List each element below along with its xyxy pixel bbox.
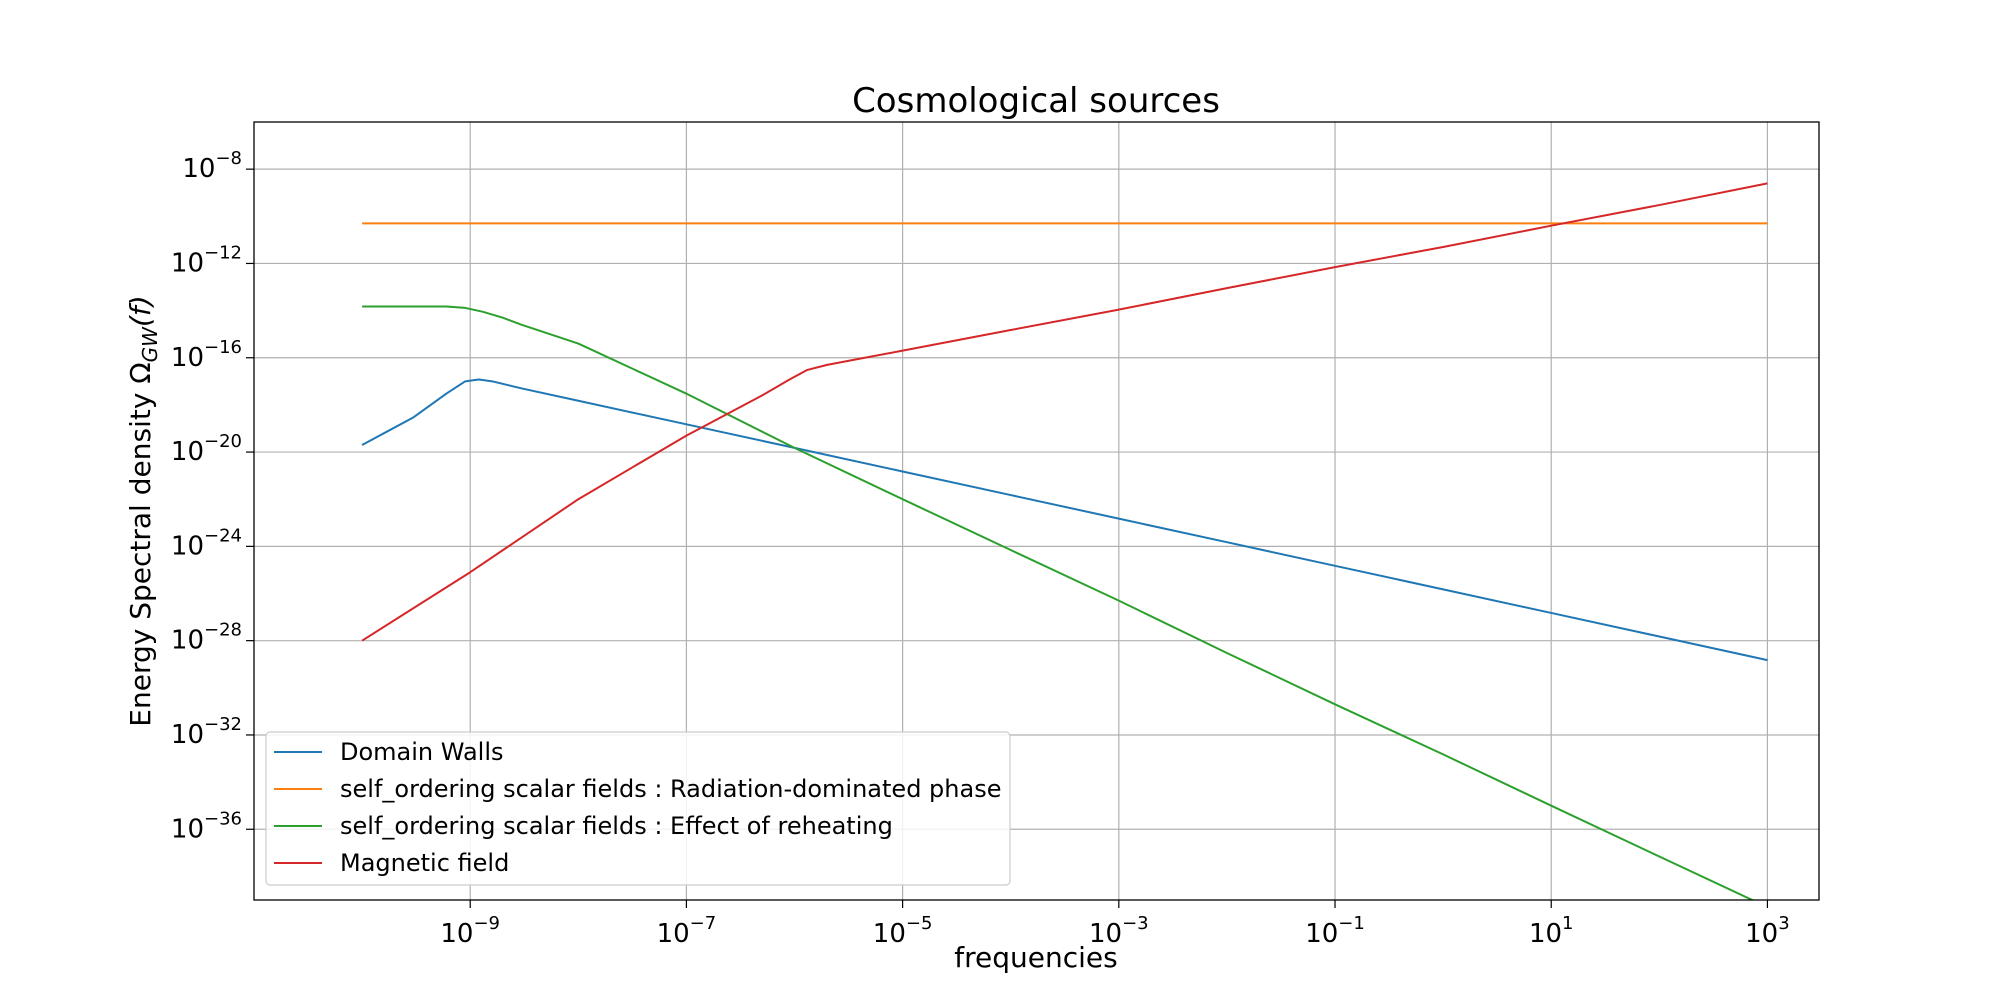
legend: Domain Walls self_ordering scalar fields …	[265, 731, 1011, 886]
x-tick-label: 101	[1529, 913, 1574, 949]
series-layer	[361, 182, 1768, 900]
y-tick-label: 10−36	[171, 808, 242, 844]
legend-label: self_ordering scalar fields : Radiation-…	[340, 775, 1001, 803]
chart-title: Cosmological sources	[852, 81, 1220, 121]
y-tick-label: 10−16	[171, 337, 242, 373]
grid	[254, 122, 1819, 900]
legend-label: self_ordering scalar fields : Effect of …	[340, 812, 893, 840]
x-tick-label: 10−1	[1305, 913, 1365, 949]
x-tick-label: 103	[1745, 913, 1790, 949]
y-axis-label: Energy Spectral density ΩGW(f)	[124, 295, 162, 726]
y-tick-label: 10−32	[171, 714, 242, 750]
ticks: 10−9 10−7 10−5 10−3 10−1 101 103 10−8 10−12 10−16…	[171, 148, 1790, 949]
series-line-magnetic-field	[361, 182, 1768, 642]
series-line-self-ordering-scalar-fields-effect-of-reheating	[362, 305, 1755, 900]
y-tick-label: 10−24	[171, 525, 242, 561]
y-tick-label: 10−12	[171, 242, 242, 278]
plot-frame	[253, 121, 1820, 901]
x-tick-label: 10−5	[873, 913, 933, 949]
y-tick-label: 10−28	[171, 620, 242, 656]
x-tick-label: 10−3	[1089, 913, 1149, 949]
x-tick-label: 10−7	[657, 913, 717, 949]
y-tick-label: 10−8	[182, 148, 242, 184]
legend-box	[265, 731, 1011, 886]
y-tick-label: 10−20	[171, 431, 242, 467]
legend-label: Domain Walls	[340, 738, 504, 766]
legend-label: Magnetic field	[340, 849, 509, 877]
x-tick-label: 10−9	[440, 913, 500, 949]
x-axis-label: frequencies	[954, 941, 1117, 974]
